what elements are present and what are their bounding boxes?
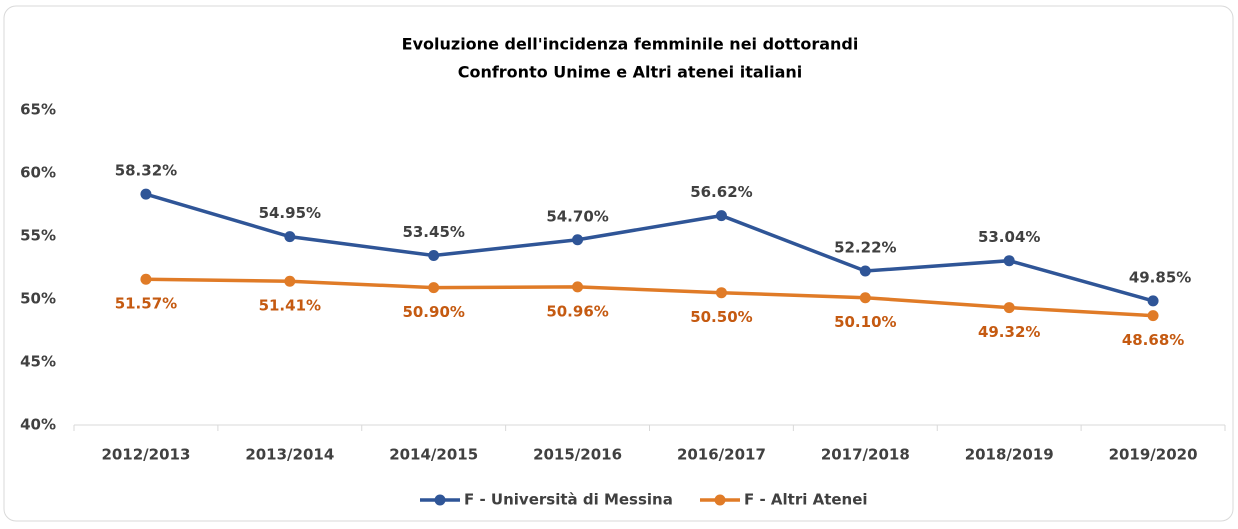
- x-tick-label: 2013/2014: [245, 446, 334, 464]
- data-label: 58.32%: [115, 162, 177, 180]
- data-label: 50.96%: [546, 302, 608, 320]
- x-tick-label: 2015/2016: [533, 446, 622, 464]
- y-tick-label: 65%: [20, 101, 56, 119]
- series-line: [145, 277, 1154, 318]
- data-label: 50.50%: [690, 308, 752, 326]
- data-label: 51.57%: [115, 295, 177, 313]
- data-label: 53.04%: [978, 228, 1040, 246]
- x-tick-label: 2016/2017: [677, 446, 766, 464]
- data-point: [1147, 310, 1159, 322]
- data-point: [1147, 295, 1159, 307]
- data-point: [428, 282, 440, 294]
- data-label: 51.41%: [259, 297, 321, 315]
- data-label: 52.22%: [834, 239, 896, 257]
- data-point: [859, 292, 871, 304]
- series-line: [145, 192, 1154, 303]
- data-point: [284, 231, 296, 243]
- data-label: 54.70%: [546, 207, 608, 225]
- data-point: [572, 281, 584, 293]
- data-point: [284, 275, 296, 287]
- y-tick-label: 55%: [20, 227, 56, 245]
- legend-label: F - Università di Messina: [464, 491, 673, 509]
- data-label: 49.32%: [978, 323, 1040, 341]
- data-label: 48.68%: [1122, 331, 1184, 349]
- chart-frame: [3, 5, 1234, 522]
- chart-title: Evoluzione dell'incidenza femminile nei …: [402, 35, 859, 54]
- legend-marker: [714, 494, 726, 506]
- data-label: 54.95%: [259, 204, 321, 222]
- data-label: 56.62%: [690, 183, 752, 201]
- data-label: 50.10%: [834, 313, 896, 331]
- data-point: [140, 188, 152, 200]
- data-point: [1003, 302, 1015, 314]
- x-tick-label: 2014/2015: [389, 446, 478, 464]
- y-tick-label: 45%: [20, 353, 56, 371]
- data-label: 49.85%: [1129, 268, 1191, 286]
- x-tick-label: 2017/2018: [821, 446, 910, 464]
- data-point: [428, 250, 440, 262]
- x-tick-label: 2012/2013: [101, 446, 190, 464]
- data-point: [715, 210, 727, 222]
- y-tick-label: 50%: [20, 290, 56, 308]
- data-point: [715, 287, 727, 299]
- legend-label: F - Altri Atenei: [744, 491, 868, 509]
- data-point: [859, 265, 871, 277]
- y-tick-label: 40%: [20, 416, 56, 434]
- data-label: 50.90%: [402, 303, 464, 321]
- x-tick-label: 2018/2019: [965, 446, 1054, 464]
- data-label: 53.45%: [402, 223, 464, 241]
- data-point: [1003, 255, 1015, 267]
- legend-marker: [434, 494, 446, 506]
- chart-subtitle: Confronto Unime e Altri atenei italiani: [458, 63, 803, 82]
- x-tick-label: 2019/2020: [1109, 446, 1198, 464]
- data-point: [140, 273, 152, 285]
- y-tick-label: 60%: [20, 164, 56, 182]
- data-point: [572, 234, 584, 246]
